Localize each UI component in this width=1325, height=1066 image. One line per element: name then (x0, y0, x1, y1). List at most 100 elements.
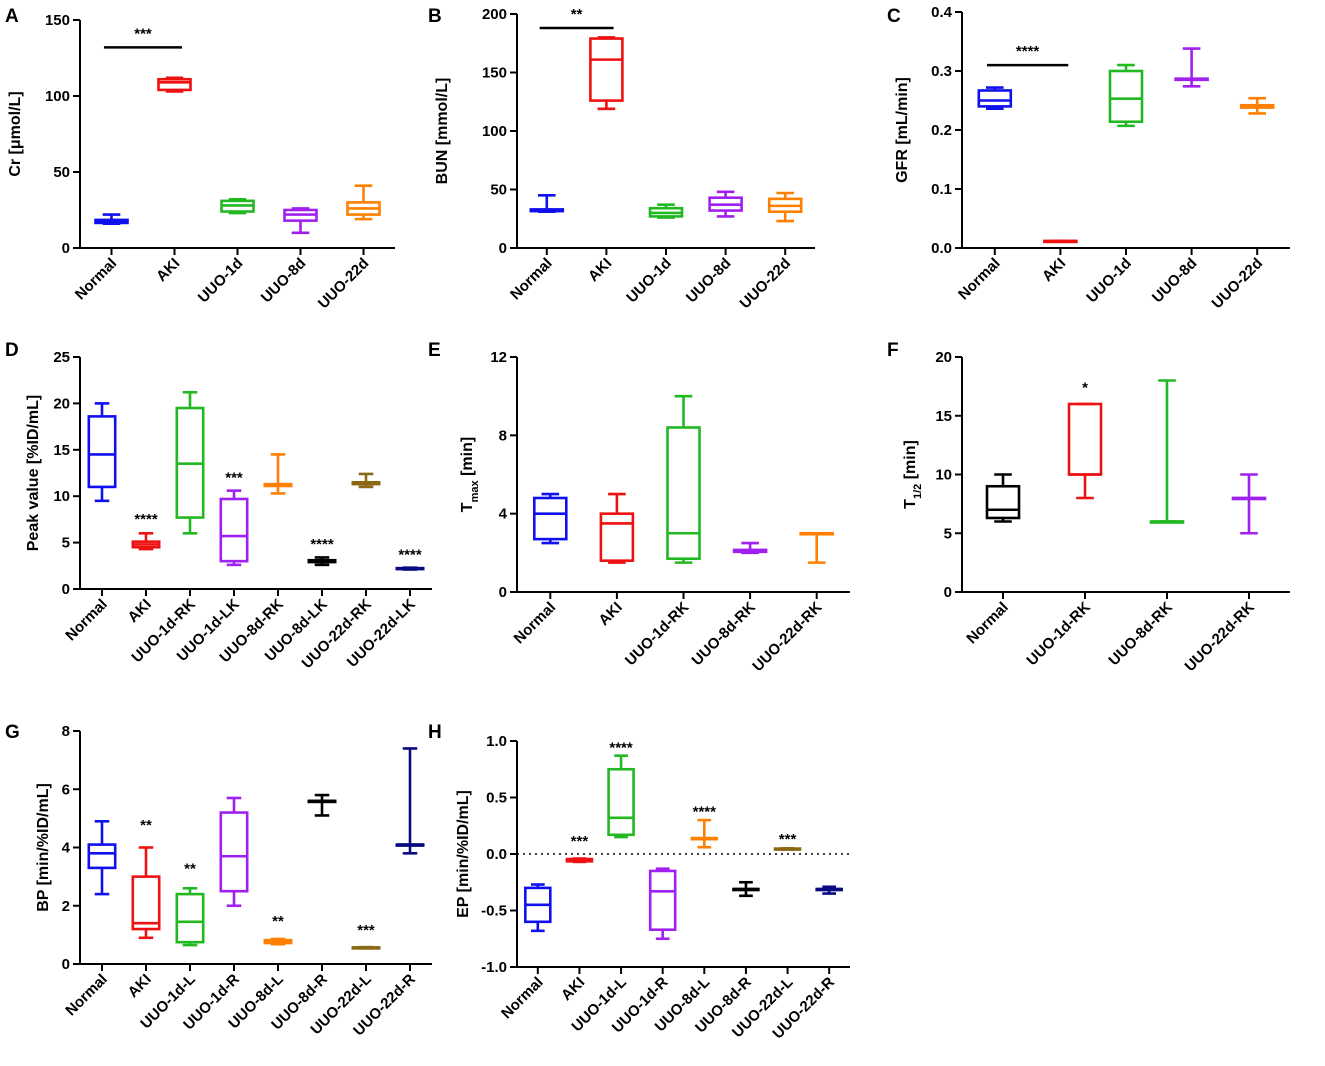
x-category-label: UUO-1d (623, 255, 675, 307)
y-tick-label: 100 (45, 88, 70, 105)
box-plot-uuo-8d-r (307, 793, 337, 817)
panel-e: E 0 4 8 12 Tmax [min] Normal AKIUUO-1d-RKUUO-8d… (428, 340, 850, 675)
box-plot-uuo-1d-r (219, 796, 249, 908)
x-category-label: Normal (955, 255, 1004, 304)
y-tick-label: 0 (499, 584, 507, 601)
box-plot-normal (94, 213, 129, 225)
panel-letter: H (428, 722, 442, 743)
y-tick-label: 8 (62, 723, 70, 740)
x-category-label: AKI (1039, 255, 1069, 285)
x-category-label: UUO-22d (315, 255, 372, 312)
y-tick-label: 0.5 (486, 790, 507, 807)
box-plot-uuo-22d-r (395, 747, 425, 855)
box-plot-uuo-8d-rk (732, 541, 768, 555)
box-plot-uuo-22d-rk (351, 472, 381, 489)
y-axis-label-main: T (459, 502, 476, 512)
y-axis-label: BP [min/%ID/mL] (35, 783, 52, 912)
iqr-box (175, 892, 205, 944)
box-plot-aki (157, 76, 192, 93)
x-category-label: AKI (595, 599, 625, 629)
y-axis-label-main: T (902, 499, 919, 509)
iqr-box (599, 512, 635, 562)
y-tick-label: 5 (62, 535, 70, 552)
iqr-box (131, 875, 161, 931)
iqr-box (157, 77, 192, 92)
panel-b: B 0 50 100 150 200 BUN [mmol/L] Normal AKI UUO-1d… (428, 6, 815, 312)
panel-letter: F (887, 340, 899, 361)
panel-letter: C (887, 6, 901, 27)
iqr-box (219, 497, 249, 563)
y-tick-label: 0 (62, 240, 70, 257)
x-category-label: UUO-8d (1149, 255, 1201, 307)
y-axis-label: BUN [mmol/L] (434, 78, 451, 185)
panel-letter: G (5, 722, 20, 743)
box-plot-uuo-8d-rk (1149, 379, 1185, 524)
significance-label: *** (357, 922, 375, 939)
y-tick-label: -1.0 (481, 959, 507, 976)
box-plot-normal (87, 402, 117, 503)
x-category-label: UUO-8d-RK (689, 599, 759, 669)
box-plot-normal (524, 883, 552, 933)
y-axis-label: GFR [mL/min] (894, 77, 911, 183)
box-plot-uuo-1d-rk (1067, 402, 1103, 500)
x-category-label: Normal (498, 974, 547, 1023)
y-tick-label: 0 (499, 240, 507, 257)
box-plot-uuo-8d-rk (263, 453, 293, 495)
y-tick-label: 150 (45, 12, 70, 29)
y-tick-label: 8 (499, 427, 507, 444)
x-category-label: AKI (125, 596, 155, 626)
box-plot-uuo-22d-lk (395, 566, 425, 571)
panel-letter: A (5, 6, 19, 27)
box-plot-uuo-8d-l (263, 937, 293, 946)
box-plot-uuo-8d-l (690, 818, 719, 849)
panel-letter: E (428, 340, 441, 361)
y-axis-label: T1/2 [min] (902, 440, 924, 509)
iqr-box (607, 767, 635, 837)
box-plot-uuo-1d-rk (666, 394, 701, 564)
box-plot-aki (131, 846, 161, 940)
y-tick-label: 100 (482, 123, 507, 140)
box-plot-uuo-8d (708, 190, 743, 218)
y-tick-label: 0 (62, 581, 70, 598)
y-tick-label: 0 (62, 956, 70, 973)
y-tick-label: 50 (490, 182, 507, 199)
iqr-box (87, 843, 117, 870)
significance-label: **** (310, 536, 334, 553)
iqr-box (219, 811, 249, 893)
significance-label: ** (184, 861, 196, 878)
y-tick-label: 0 (944, 584, 952, 601)
box-plot-uuo-22d (1239, 96, 1275, 115)
y-axis-label: Tmax [min] (459, 437, 481, 512)
iqr-box (648, 869, 677, 932)
panel-f: F 0 5 10 15 20 T1/2 [min] Normal UUO-1d-RK UUO-8d… (887, 340, 1290, 675)
x-category-label: UUO-1d (1083, 255, 1135, 307)
y-tick-label: 10 (53, 488, 70, 505)
y-tick-label: 15 (935, 408, 952, 425)
y-tick-label: 0.3 (931, 63, 952, 80)
y-tick-label: 0.1 (931, 181, 952, 198)
y-tick-label: 10 (935, 467, 952, 484)
y-axis-label: Peak value [%ID/mL] (25, 395, 42, 552)
box-plot-uuo-1d (220, 198, 255, 215)
iqr-box (532, 496, 568, 541)
x-category-label: AKI (585, 255, 615, 285)
significance-label: **** (398, 546, 422, 563)
box-plot-aki (599, 492, 635, 564)
y-axis-label: EP [min/%ID/mL] (455, 790, 472, 918)
x-category-label: UUO-1d-RK (622, 599, 692, 669)
box-plot-normal (87, 819, 117, 896)
box-plot-uuo-22d-rk (1231, 473, 1267, 535)
y-tick-label: 1.0 (486, 733, 507, 750)
y-axis-label: Cr [μmol/L] (7, 91, 24, 176)
box-plot-normal (985, 473, 1021, 523)
box-plot-uuo-22d-r (815, 885, 843, 895)
y-axis-label-sub: max (469, 480, 481, 503)
x-category-label: UUO-1d (195, 255, 247, 307)
x-category-label: Normal (511, 599, 560, 648)
iqr-box (985, 484, 1021, 520)
box-plot-uuo-22d (767, 191, 803, 223)
box-plot-uuo-22d (346, 184, 381, 221)
iqr-box (589, 37, 624, 102)
